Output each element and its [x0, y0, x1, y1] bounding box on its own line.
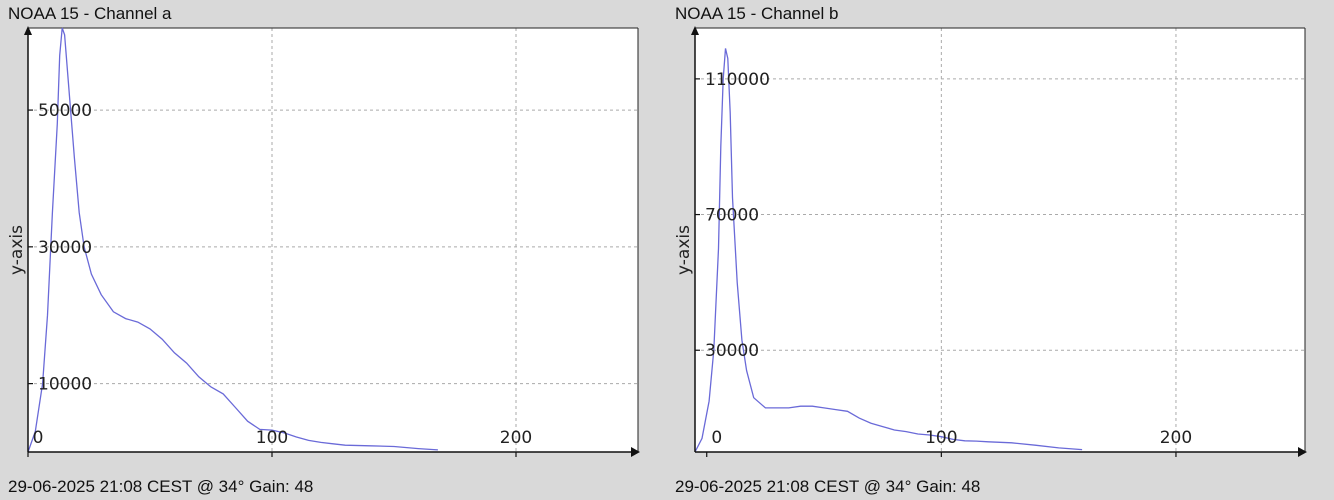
y-axis-label: y-axis — [674, 225, 694, 275]
x-tick-label: 0 — [711, 428, 722, 448]
x-axis-arrow — [1298, 447, 1307, 457]
line-chart-b: 0 100 200 30000 70000 110000 y-axis — [674, 26, 1307, 457]
chart-title: NOAA 15 - Channel b — [675, 4, 839, 23]
line-chart-a: 0 100 200 10000 30000 50000 y-axis — [7, 26, 640, 457]
y-tick-label: 30000 — [38, 238, 92, 258]
chart-panel-b: NOAA 15 - Channel b 0 100 200 30000 70000 110… — [667, 0, 1334, 500]
y-tick-label: 50000 — [38, 101, 92, 121]
x-tick-label: 200 — [1160, 428, 1192, 448]
x-tick-label: 0 — [33, 428, 44, 448]
plot-area — [695, 28, 1305, 452]
y-axis-arrow — [691, 26, 699, 35]
x-tick-label: 100 — [256, 428, 288, 448]
y-axis-label: y-axis — [7, 225, 27, 275]
plot-area — [28, 28, 638, 452]
series-line — [694, 48, 1083, 453]
series-line — [27, 27, 438, 453]
y-axis-arrow — [24, 26, 32, 35]
x-axis-arrow — [631, 447, 640, 457]
chart-title: NOAA 15 - Channel a — [8, 4, 172, 23]
x-tick-label: 100 — [925, 428, 957, 448]
chart-footer: 29-06-2025 21:08 CEST @ 34° Gain: 48 — [8, 477, 314, 496]
x-tick-label: 200 — [500, 428, 532, 448]
y-tick-label: 30000 — [705, 341, 759, 361]
chart-footer: 29-06-2025 21:08 CEST @ 34° Gain: 48 — [675, 477, 981, 496]
y-tick-label: 10000 — [38, 375, 92, 395]
y-tick-label: 70000 — [705, 206, 759, 226]
chart-panel-a: NOAA 15 - Channel a 0 100 200 10000 30000 500… — [7, 4, 640, 496]
y-tick-label: 110000 — [705, 70, 770, 90]
